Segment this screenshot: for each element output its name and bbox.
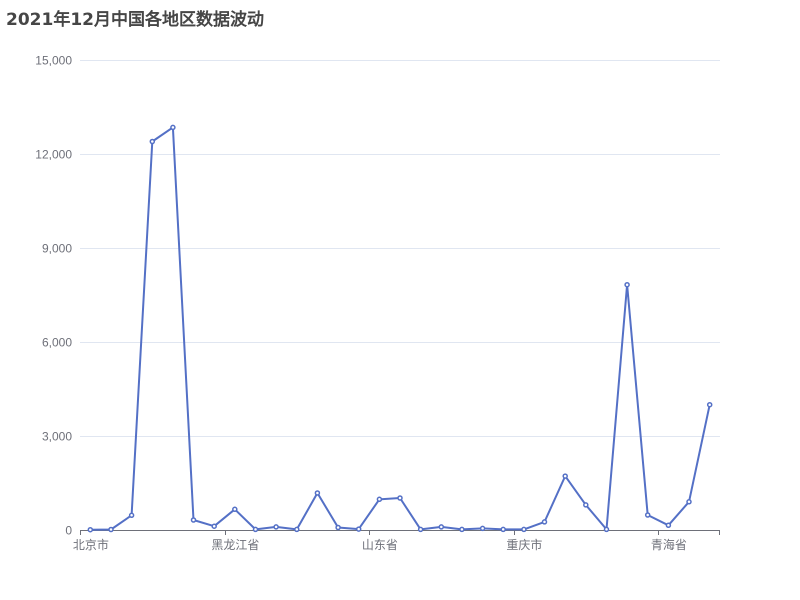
- data-point[interactable]: [459, 526, 465, 533]
- data-point[interactable]: [665, 522, 672, 529]
- data-point[interactable]: [190, 517, 197, 523]
- data-point[interactable]: [149, 138, 156, 145]
- data-point[interactable]: [438, 524, 445, 530]
- tick-labels: 0 3,000 6,000 9,000 12,000 15,000 北京市 黑龙江省 山东省 重庆…: [35, 54, 687, 553]
- data-point[interactable]: [273, 524, 279, 530]
- data-point[interactable]: [500, 526, 506, 533]
- data-point[interactable]: [355, 526, 362, 532]
- data-point[interactable]: [644, 512, 651, 518]
- data-point[interactable]: [603, 526, 610, 533]
- series-line: [90, 126, 711, 531]
- data-point[interactable]: [521, 526, 527, 533]
- data-point[interactable]: [706, 401, 713, 408]
- y-tick-label: 0: [65, 524, 72, 538]
- data-point[interactable]: [335, 524, 341, 531]
- data-point[interactable]: [108, 526, 114, 533]
- data-point[interactable]: [583, 502, 589, 508]
- data-point[interactable]: [624, 281, 630, 288]
- x-tick-label: 北京市: [73, 537, 109, 552]
- x-tick-label: 黑龙江省: [211, 538, 259, 552]
- data-point[interactable]: [562, 473, 568, 479]
- series-layer: [87, 124, 713, 533]
- y-tick-label: 6,000: [42, 336, 72, 350]
- data-point[interactable]: [314, 490, 321, 496]
- data-point[interactable]: [211, 523, 217, 529]
- data-point[interactable]: [252, 526, 259, 533]
- grid-lines: [80, 60, 720, 437]
- x-tick-label: 山东省: [362, 538, 398, 552]
- x-tick-label: 重庆市: [506, 537, 542, 552]
- axes: [80, 530, 720, 535]
- data-point[interactable]: [479, 525, 486, 532]
- data-point[interactable]: [128, 512, 135, 519]
- data-point[interactable]: [376, 496, 383, 503]
- data-point[interactable]: [232, 506, 238, 513]
- data-point[interactable]: [170, 124, 176, 131]
- y-tick-label: 12,000: [35, 148, 72, 162]
- data-point[interactable]: [541, 519, 548, 525]
- y-tick-label: 15,000: [35, 54, 72, 68]
- x-tick-label: 青海省: [651, 537, 687, 552]
- data-point[interactable]: [417, 526, 424, 533]
- data-point[interactable]: [294, 526, 300, 533]
- data-point[interactable]: [686, 499, 692, 505]
- data-point[interactable]: [87, 526, 94, 533]
- y-tick-label: 9,000: [42, 242, 72, 256]
- data-point[interactable]: [397, 495, 403, 501]
- chart-title: 2021年12月中国各地区数据波动: [6, 10, 264, 30]
- y-tick-label: 3,000: [42, 430, 72, 444]
